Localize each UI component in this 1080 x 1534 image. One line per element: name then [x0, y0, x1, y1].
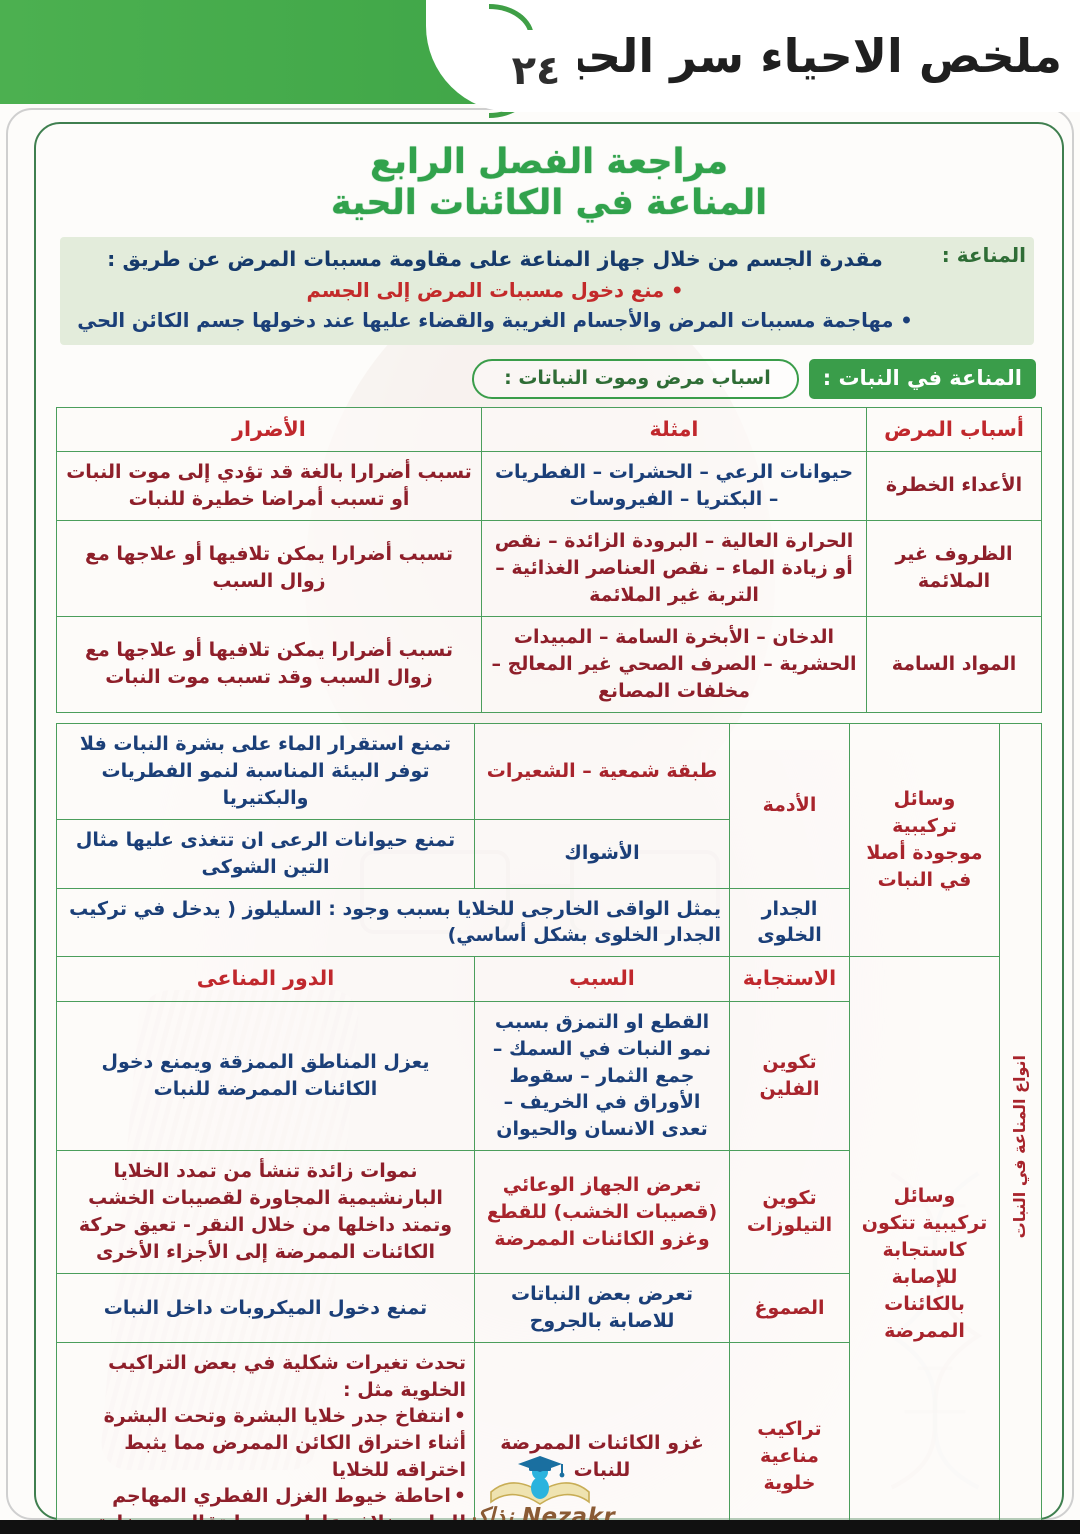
- rotated-label-immunity-types: انواع المناعة في النبات: [1010, 1055, 1030, 1239]
- title-line-1: مراجعة الفصل الرابع: [369, 142, 729, 182]
- cell-cause: المواد السامة: [866, 615, 1042, 713]
- table-row: تكوين التيلوزات تعرض الجهاز الوعائي (قصي…: [56, 1150, 1042, 1275]
- cell-harm: تسبب أضرارا بالغة قد تؤدي إلى موت النبات…: [56, 450, 482, 521]
- cell-harm: تسبب أضرارا يمكن تلافيها أو علاجها مع زو…: [56, 519, 482, 617]
- table-row: الأشواك تمنع حيوانات الرعى ان تتغذى عليه…: [56, 818, 1042, 889]
- cell-examples: الدخان – الأبخرة السامة – المبيدات الحشر…: [481, 615, 867, 713]
- definition-bullet-1: منع دخول مسببات المرض إلى الجسم: [74, 276, 916, 305]
- group-title-text: وسائل تركيبية تتكون كاستجابة للإصابة بال…: [861, 1184, 988, 1342]
- cell-group-title-induced: وسائل تركيبية تتكون كاستجابة للإصابة بال…: [849, 956, 1000, 1534]
- cell-response: تكوين الفلين: [729, 1000, 850, 1152]
- banner-title: ملخص الاحياء سر الحياة: [524, 29, 1063, 83]
- table-row: الأعداء الخطرة حيوانات الرعي – الحشرات –…: [56, 450, 1042, 521]
- footer-bar: [0, 1520, 1080, 1534]
- definition-text: مقدرة الجسم من خلال جهاز المناعة على مقا…: [107, 246, 883, 271]
- role-intro: تحدث تغيرات شكلية في بعض التراكيب الخلوي…: [108, 1352, 466, 1401]
- role-detail-list: تحدث تغيرات شكلية في بعض التراكيب الخلوي…: [65, 1350, 466, 1534]
- header-immune-role: الدور المناعى: [56, 956, 475, 1002]
- plant-immunity-types-table: انواع المناعة في النبات وسائل تركيبية مو…: [56, 722, 1042, 1534]
- header-harm: الأضرار: [56, 406, 482, 452]
- cell-role: تحدث تغيرات شكلية في بعض التراكيب الخلوي…: [56, 1342, 475, 1534]
- section-header-row: المناعة في النبات : اسباب مرض وموت النبا…: [56, 358, 1036, 399]
- page-number-badge: ٢٤: [494, 30, 578, 112]
- graduate-book-icon: [490, 1456, 590, 1505]
- header-examples: امثلة: [481, 406, 867, 452]
- cell-role: نموات زائدة تنشأ من تمدد الخلايا البارنش…: [56, 1150, 475, 1275]
- definition-bullet-list: منع دخول مسببات المرض إلى الجسم مهاجمة م…: [74, 276, 916, 335]
- cell-structure-epidermis: الأدمة: [729, 722, 850, 889]
- cell-structure-cell-wall: الجدار الخلوى: [729, 887, 850, 958]
- cell-part: الأشواك: [474, 818, 730, 889]
- table-row: الصموغ تعرض بعض النباتات للاصابة بالجروح…: [56, 1273, 1042, 1344]
- cell-cause: الأعداء الخطرة: [866, 450, 1042, 521]
- cell-harm: تسبب أضرارا يمكن تلافيها أو علاجها مع زو…: [56, 615, 482, 713]
- table-row: تراكيب مناعية خلوية غزو الكائنات الممرضة…: [56, 1342, 1042, 1534]
- cell-role: يعزل المناطق الممزقة ويمنع دخول الكائنات…: [56, 1000, 475, 1152]
- cell-group-title-existing: وسائل تركيبية موجودة أصلا في النبات: [849, 722, 1000, 958]
- cell-role: تمنع استقرار الماء على بشرة النبات فلا ت…: [56, 722, 475, 820]
- cell-examples: حيوانات الرعي – الحشرات – الفطريات – الب…: [481, 450, 867, 521]
- site-logo: Nezakr نذاكر: [435, 1452, 645, 1530]
- table-row: الظروف غير الملائمة الحرارة العالية – ال…: [56, 519, 1042, 617]
- header-cause: السبب: [474, 956, 730, 1002]
- cell-cause: الظروف غير الملائمة: [866, 519, 1042, 617]
- immunity-definition-box: المناعة : مقدرة الجسم من خلال جهاز المنا…: [60, 236, 1034, 345]
- title-line-2: المناعة في الكائنات الحية: [330, 183, 768, 224]
- table-row: انواع المناعة في النبات وسائل تركيبية مو…: [56, 722, 1042, 1534]
- section-badge-plant-immunity: المناعة في النبات :: [808, 358, 1036, 399]
- cell-cause: القطع او التمزق بسبب نمو النبات في السمك…: [474, 1000, 730, 1152]
- cell-role: تمنع دخول الميكروبات داخل النبات: [56, 1273, 475, 1344]
- page-content: مراجعة الفصل الرابع المناعة في الكائنات …: [34, 122, 1064, 1534]
- role-bullet-1: انتفاخ جدر خلايا البشرة وتحت البشرة أثنا…: [65, 1403, 466, 1483]
- cell-part: طبقة شمعية – الشعيرات: [474, 722, 730, 820]
- header-cause: أسباب المرض: [866, 406, 1042, 452]
- definition-label: المناعة :: [941, 242, 1026, 267]
- cell-response: تكوين التيلوزات: [729, 1150, 850, 1275]
- cell-examples: الحرارة العالية – البرودة الزائدة – نقص …: [481, 519, 867, 617]
- cell-cause: تعرض الجهاز الوعائي (قصيبات الخشب) للقطع…: [474, 1150, 730, 1275]
- page-banner: ملخص الاحياء سر الحياة ٢٤: [0, 0, 1080, 118]
- table-row: تكوين الفلين القطع او التمزق بسبب نمو ال…: [56, 1000, 1042, 1152]
- section-pill-plant-disease-causes: اسباب مرض وموت النباتات :: [472, 358, 799, 399]
- cell-cause: غزو الكائنات الممرضة للنبات: [474, 1342, 730, 1534]
- cell-response: الصموغ: [729, 1273, 850, 1344]
- table-row: الجدار الخلوى يمثل الواقى الخارجى للخلاي…: [56, 887, 1042, 958]
- cell-role: يمثل الواقى الخارجى للخلايا بسبب وجود : …: [56, 887, 730, 958]
- rotated-axis-label-cell: انواع المناعة في النبات: [999, 722, 1042, 1534]
- cell-role: تمنع حيوانات الرعى ان تتغذى عليها مثال ا…: [56, 818, 475, 889]
- plant-disease-causes-table: أسباب المرض امثلة الأضرار الأعداء الخطرة…: [56, 406, 1042, 713]
- table-header-row: وسائل تركيبية تتكون كاستجابة للإصابة بال…: [56, 956, 1042, 1534]
- table-row: المواد السامة الدخان – الأبخرة السامة – …: [56, 615, 1042, 713]
- cell-response: تراكيب مناعية خلوية: [729, 1342, 850, 1534]
- header-response: الاستجابة: [729, 956, 850, 1002]
- definition-bullet-2: مهاجمة مسببات المرض والأجسام الغريبة وال…: [74, 306, 916, 335]
- page-title: مراجعة الفصل الرابع المناعة في الكائنات …: [56, 142, 1042, 225]
- logo-mark: [435, 1452, 645, 1508]
- cell-cause: تعرض بعض النباتات للاصابة بالجروح: [474, 1273, 730, 1344]
- table-header-row: أسباب المرض امثلة الأضرار: [56, 406, 1042, 452]
